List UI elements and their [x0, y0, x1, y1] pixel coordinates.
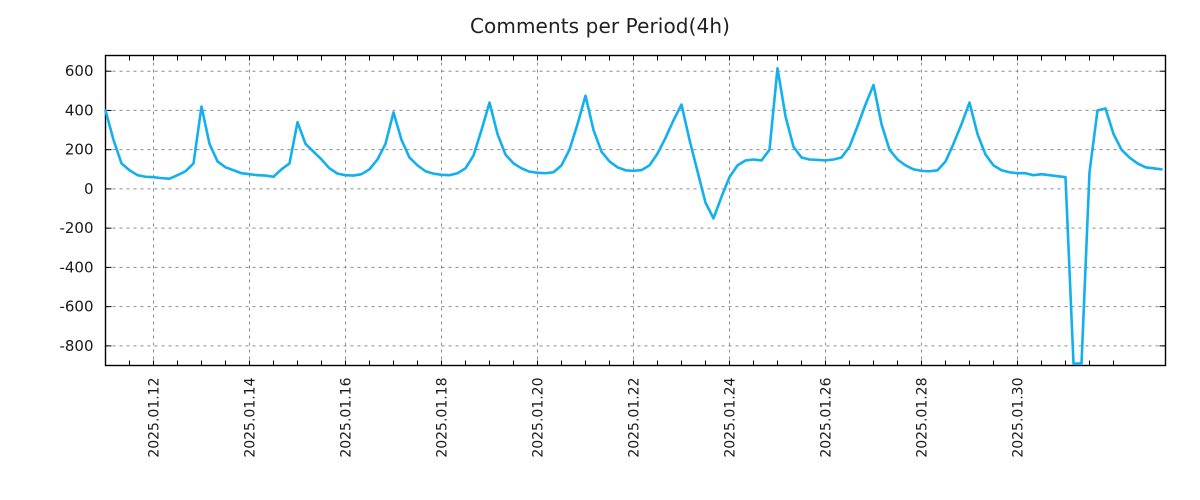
x-axis-tick-label: 2025.01.26	[819, 377, 835, 457]
axis-frame	[104, 54, 1167, 367]
y-axis-labels: 600 400 200 0 -200 -400 -600 -800	[59, 62, 93, 355]
x-axis-tick-label: 2025.01.14	[243, 377, 259, 457]
y-axis-tick-label: -600	[59, 298, 93, 316]
x-axis-tick-label: 2025.01.30	[1011, 378, 1027, 458]
data-series-layer	[104, 66, 1163, 365]
data-line	[104, 66, 1163, 365]
x-axis-tick-label: 2025.01.18	[435, 378, 451, 458]
ticks-layer	[105, 55, 1166, 366]
chart-title: Comments per Period(4h)	[469, 14, 730, 38]
x-axis-labels: 2025.01.12 2025.01.14 2025.01.16 2025.01.18…	[147, 377, 1027, 457]
grid-layer	[105, 55, 1166, 366]
x-axis-tick-label: 2025.01.24	[723, 377, 739, 457]
y-axis-tick-label: 0	[84, 180, 94, 198]
x-axis-tick-label: 2025.01.28	[915, 378, 931, 458]
x-axis-tick-label: 2025.01.20	[531, 378, 547, 458]
x-axis-tick-label: 2025.01.16	[339, 377, 355, 457]
y-axis-tick-label: 200	[65, 141, 94, 159]
x-axis-tick-label: 2025.01.22	[627, 378, 643, 458]
x-axis-tick-label: 2025.01.12	[147, 378, 163, 458]
y-axis-tick-label: -400	[59, 258, 93, 276]
y-axis-tick-label: 600	[65, 62, 94, 80]
y-axis-tick-label: -200	[59, 219, 93, 237]
y-axis-tick-label: 400	[65, 101, 94, 119]
plot-frame	[104, 54, 1167, 367]
y-axis-tick-label: -800	[59, 337, 93, 355]
